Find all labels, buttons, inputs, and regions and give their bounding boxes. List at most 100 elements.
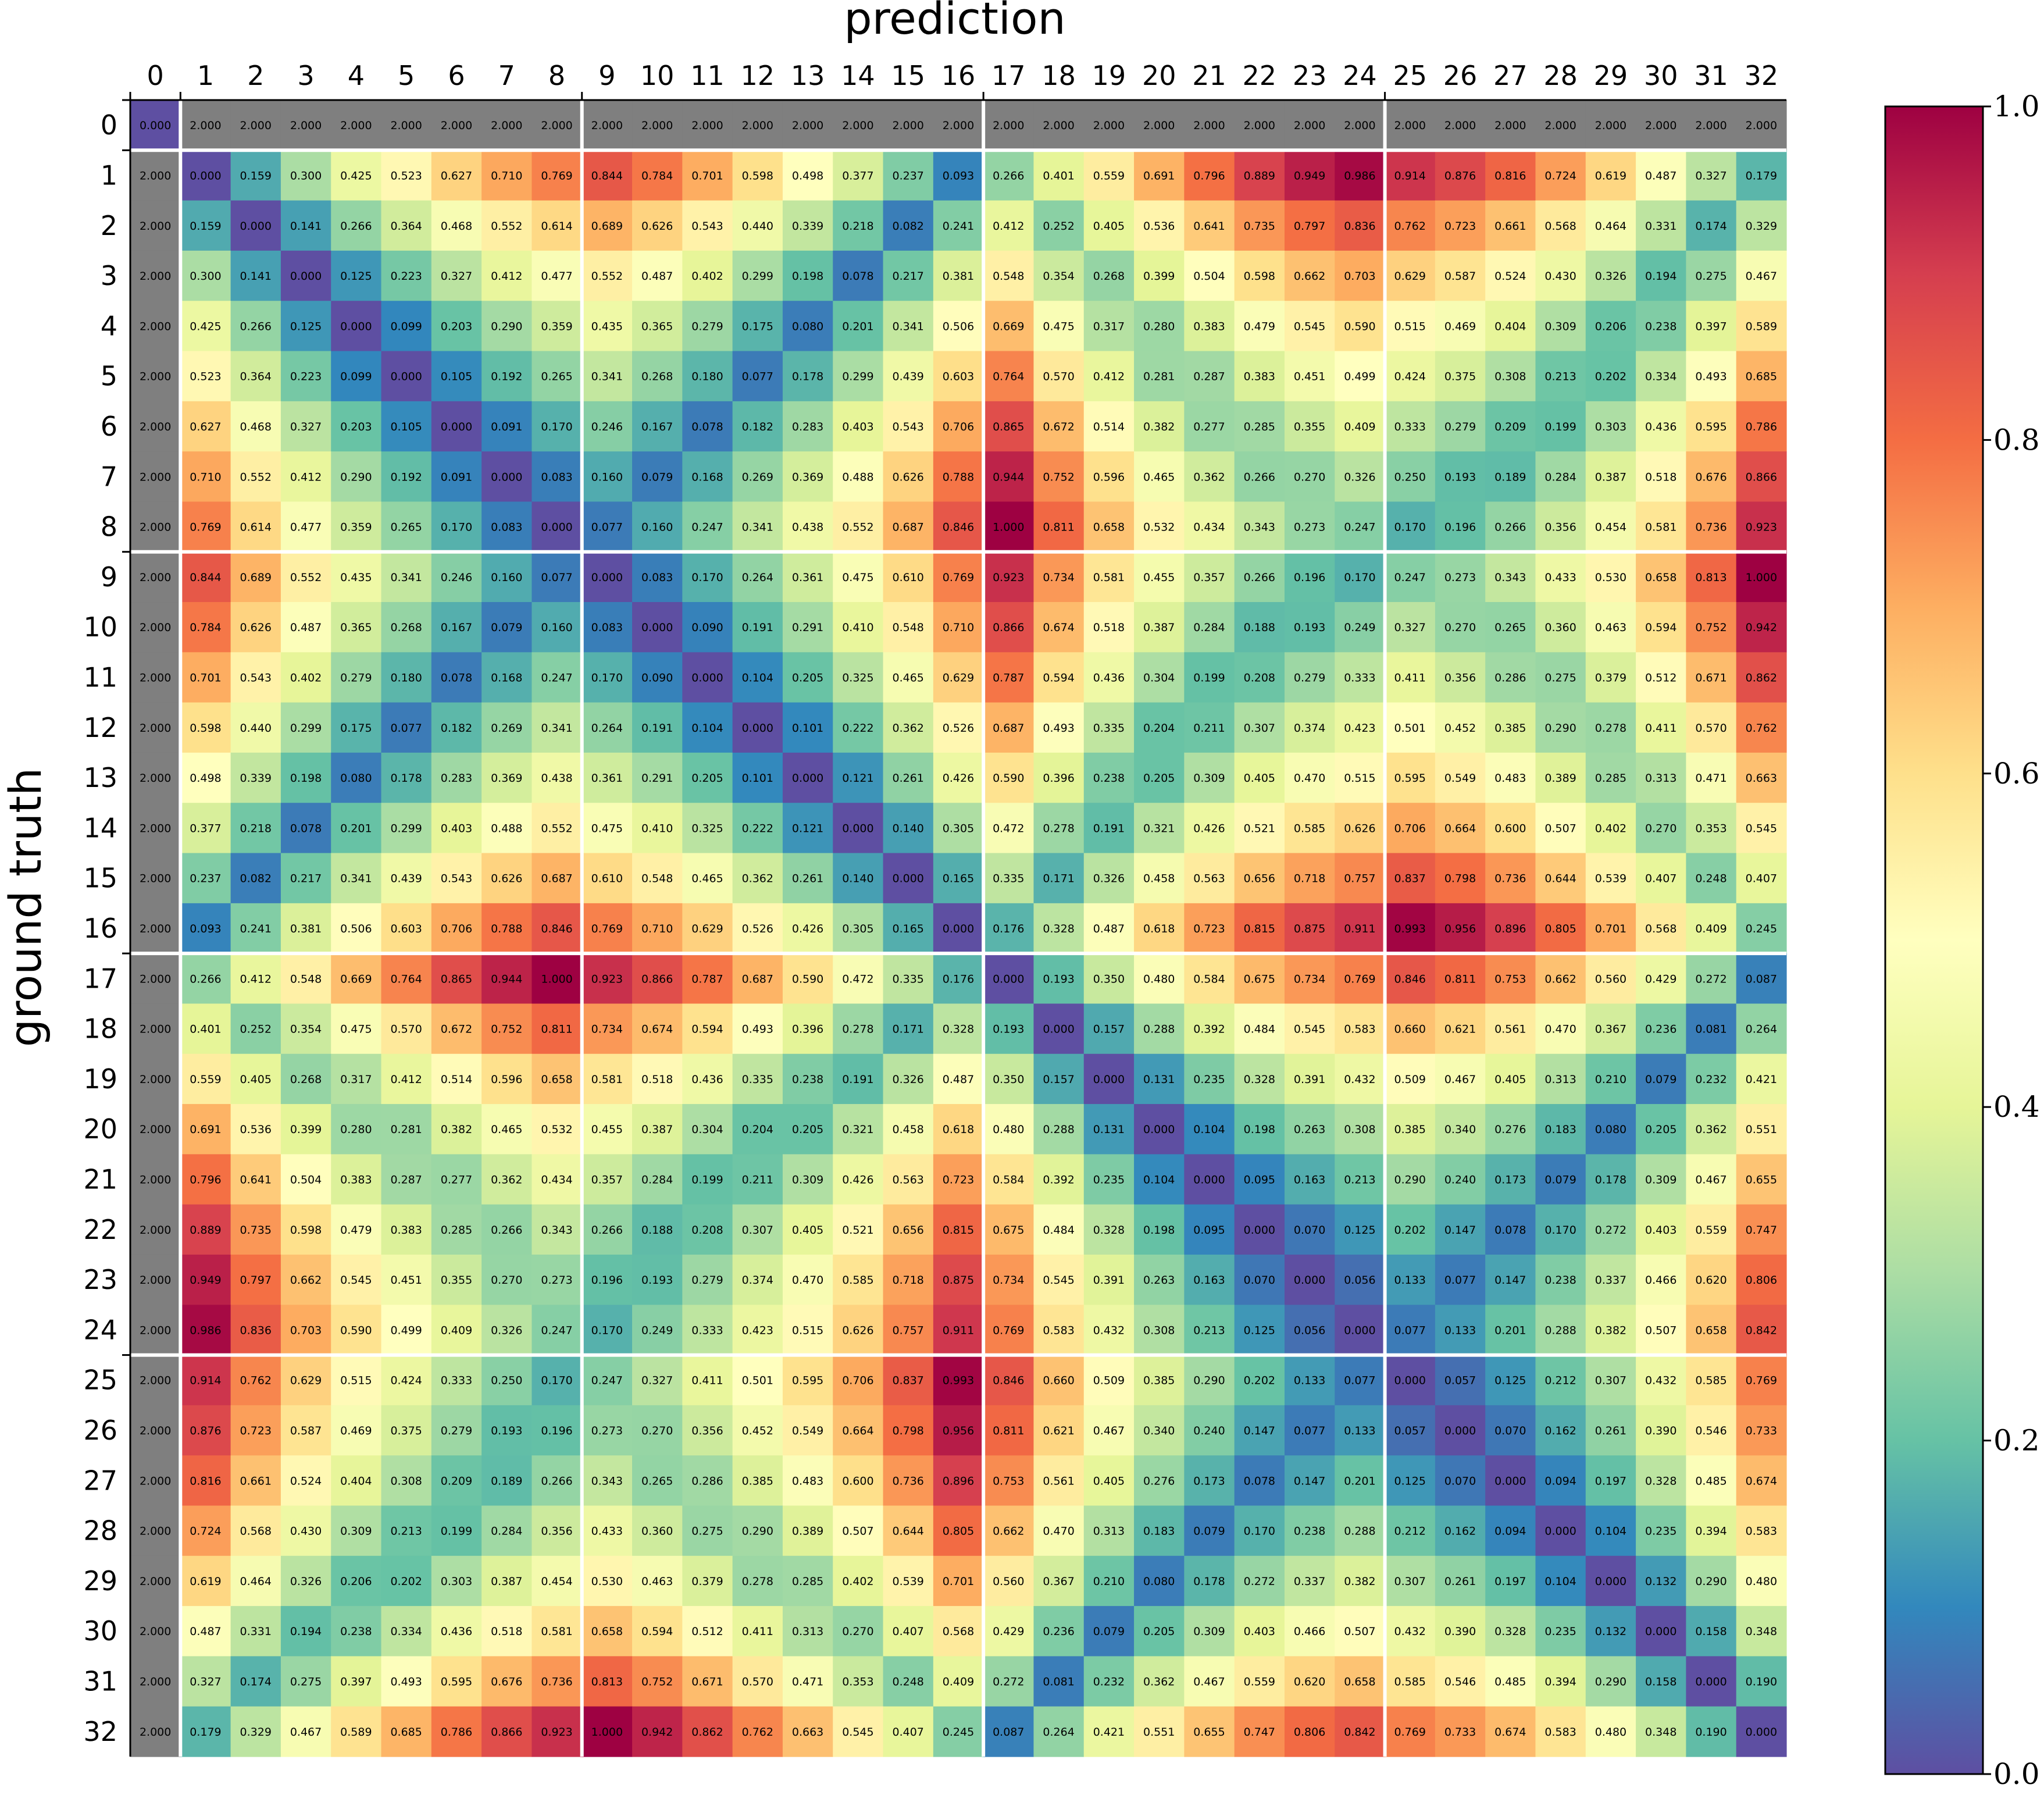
- cell-value-label: 2.000: [1043, 119, 1074, 132]
- cell-value-label: 0.787: [691, 973, 723, 985]
- colorbar-tick-label: 0.8: [1993, 423, 2040, 457]
- heatmap-cell: [230, 451, 281, 503]
- cell-value-label: 0.507: [1344, 1625, 1375, 1638]
- heatmap-cell: [1234, 1355, 1285, 1406]
- cell-value-label: 0.329: [240, 1726, 272, 1739]
- cell-value-label: 0.287: [1193, 371, 1225, 383]
- cell-value-label: 0.530: [591, 1575, 623, 1588]
- cell-value-label: 0.552: [240, 471, 272, 483]
- heatmap-cell: [782, 301, 833, 352]
- cell-value-label: 0.180: [691, 371, 723, 383]
- x-tick-label: 28: [1543, 60, 1578, 91]
- heatmap-cell: [1083, 200, 1135, 251]
- heatmap-cell: [331, 351, 382, 402]
- heatmap-cell: [1535, 702, 1586, 753]
- cell-value-label: 0.160: [541, 621, 572, 634]
- heatmap-cell: [1435, 1104, 1486, 1155]
- cell-value-label: 2.000: [441, 119, 472, 132]
- heatmap-cell: [1435, 853, 1486, 904]
- cell-value-label: 2.000: [140, 973, 171, 985]
- cell-value-label: 0.000: [842, 822, 873, 835]
- cell-value-label: 0.147: [1294, 1475, 1325, 1487]
- cell-value-label: 0.805: [943, 1525, 974, 1538]
- heatmap-cell: [531, 351, 583, 402]
- cell-value-label: 0.723: [943, 1174, 974, 1187]
- cell-value-label: 0.284: [1193, 621, 1225, 634]
- heatmap-cell: [481, 1355, 533, 1406]
- cell-value-label: 0.377: [842, 169, 873, 182]
- x-tick-label: 6: [448, 60, 465, 91]
- cell-value-label: 0.452: [742, 1424, 773, 1437]
- heatmap-cell: [1736, 602, 1787, 653]
- cell-value-label: 0.079: [1645, 1073, 1676, 1086]
- heatmap-cell: [1134, 301, 1185, 352]
- heatmap-cell: [230, 200, 281, 251]
- cell-value-label: 0.000: [1193, 1174, 1225, 1187]
- cell-value-label: 0.397: [1695, 320, 1726, 333]
- cell-value-label: 0.201: [1344, 1475, 1375, 1487]
- heatmap-cell: [1284, 301, 1335, 352]
- heatmap-cell: [833, 401, 884, 452]
- heatmap-cell: [1284, 1104, 1335, 1155]
- heatmap-cell: [782, 551, 833, 603]
- cell-value-label: 0.436: [1093, 671, 1125, 684]
- cell-value-label: 0.583: [1544, 1726, 1576, 1739]
- cell-value-label: 0.000: [591, 571, 623, 584]
- cell-value-label: 0.786: [1746, 421, 1777, 433]
- x-tick-label: 24: [1343, 60, 1377, 91]
- heatmap-cell: [1184, 1254, 1235, 1305]
- cell-value-label: 0.734: [1294, 973, 1325, 985]
- cell-value-label: 2.000: [140, 1274, 171, 1287]
- heatmap-cell: [782, 200, 833, 251]
- cell-value-label: 0.191: [842, 1073, 873, 1086]
- heatmap-cell: [1385, 1656, 1436, 1707]
- heatmap-cell: [1585, 803, 1636, 854]
- cell-value-label: 0.328: [1645, 1475, 1676, 1487]
- heatmap-cell: [1485, 953, 1536, 1005]
- cell-value-label: 0.303: [1595, 421, 1626, 433]
- cell-value-label: 0.518: [1645, 471, 1676, 483]
- heatmap-cell: [531, 1154, 583, 1205]
- cell-value-label: 0.757: [892, 1324, 923, 1337]
- heatmap-cell: [983, 1505, 1035, 1557]
- heatmap-cell: [883, 200, 934, 251]
- heatmap-cell: [983, 150, 1035, 201]
- cell-value-label: 2.000: [240, 119, 272, 132]
- heatmap-cell: [1585, 1053, 1636, 1105]
- cell-value-label: 0.426: [792, 923, 823, 935]
- cell-value-label: 0.552: [541, 822, 572, 835]
- heatmap-cell: [331, 100, 382, 151]
- heatmap-cell: [983, 1405, 1035, 1456]
- cell-value-label: 0.245: [943, 1726, 974, 1739]
- heatmap-cell: [883, 1204, 934, 1255]
- cell-value-label: 0.405: [792, 1224, 823, 1237]
- heatmap-cell: [1284, 903, 1335, 954]
- cell-value-label: 0.205: [1143, 772, 1175, 785]
- cell-value-label: 0.209: [441, 1475, 472, 1487]
- cell-value-label: 0.382: [1143, 421, 1175, 433]
- heatmap-cell: [1385, 1254, 1436, 1305]
- cell-value-label: 2.000: [491, 119, 522, 132]
- heatmap-cell: [1083, 803, 1135, 854]
- cell-value-label: 0.281: [1143, 371, 1175, 383]
- heatmap-cell: [1335, 1053, 1386, 1105]
- cell-value-label: 0.176: [993, 923, 1024, 935]
- heatmap-cell: [682, 150, 733, 201]
- group-separators: [130, 100, 1786, 1757]
- cell-value-label: 0.896: [943, 1475, 974, 1487]
- cell-value-label: 0.237: [892, 169, 923, 182]
- cell-value-label: 0.287: [390, 1174, 422, 1187]
- heatmap-cell: [632, 1154, 683, 1205]
- cell-value-label: 0.383: [390, 1224, 422, 1237]
- heatmap-cell: [180, 1706, 231, 1757]
- heatmap-cell: [682, 652, 733, 703]
- cell-value-label: 0.405: [1244, 772, 1275, 785]
- heatmap-cell: [280, 551, 331, 603]
- cell-value-label: 0.353: [842, 1676, 873, 1689]
- cell-value-label: 0.197: [1595, 1475, 1626, 1487]
- cell-value-label: 0.815: [1244, 923, 1275, 935]
- heatmap-cell: [1284, 551, 1335, 603]
- heatmap-cell: [1234, 1305, 1285, 1356]
- heatmap-cell: [582, 1656, 633, 1707]
- heatmap-cell: [280, 1455, 331, 1506]
